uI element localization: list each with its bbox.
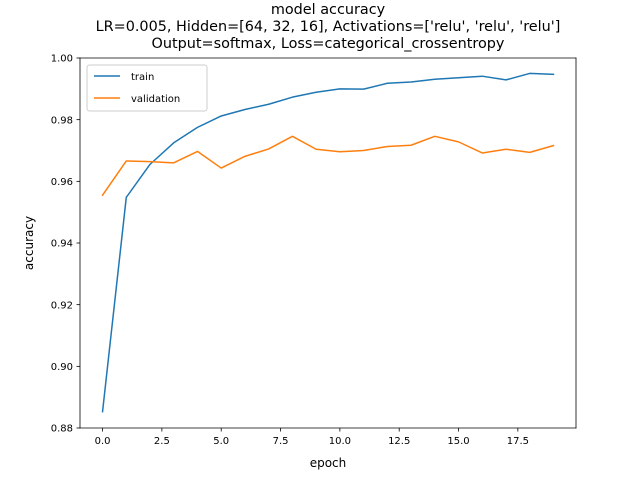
chart-title: model accuracy LR=0.005, Hidden=[64, 32,… <box>96 2 561 52</box>
x-tick-label: 7.5 <box>273 436 289 447</box>
x-tick-label: 17.5 <box>507 436 529 447</box>
x-tick-label: 2.5 <box>154 436 170 447</box>
x-tick-label: 12.5 <box>388 436 410 447</box>
x-axis-ticks: 0.0 2.5 5.0 7.5 10.0 12.5 15.0 17.5 <box>95 428 529 447</box>
y-tick-label: 0.98 <box>51 115 73 126</box>
x-tick-label: 15.0 <box>447 436 469 447</box>
series-layer <box>101 72 555 413</box>
y-axis-label: accuracy <box>22 216 36 270</box>
chart-title-line-3: Output=softmax, Loss=categorical_crossen… <box>152 36 505 52</box>
series-line-validation <box>101 135 555 197</box>
x-tick-label: 5.0 <box>213 436 229 447</box>
chart-title-line-1: model accuracy <box>271 2 386 18</box>
legend-label-train: train <box>131 72 154 83</box>
x-tick-label: 10.0 <box>329 436 351 447</box>
plot-area: 0.0 2.5 5.0 7.5 10.0 12.5 15.0 17.5 0.88 0.90 0.9… <box>51 54 577 447</box>
series-line-train <box>101 72 555 413</box>
y-tick-label: 0.90 <box>51 362 73 373</box>
x-tick-label: 0.0 <box>95 436 111 447</box>
y-tick-label: 0.92 <box>51 300 73 311</box>
legend-label-validation: validation <box>131 94 180 105</box>
legend: train validation <box>86 64 208 112</box>
y-tick-label: 0.96 <box>51 177 73 188</box>
y-tick-label: 1.00 <box>51 54 73 65</box>
y-axis-ticks: 0.88 0.90 0.92 0.94 0.96 0.98 1.00 <box>51 54 80 435</box>
y-tick-label: 0.94 <box>51 239 73 250</box>
chart-title-line-2: LR=0.005, Hidden=[64, 32, 16], Activatio… <box>96 19 561 35</box>
x-axis-label: epoch <box>310 456 347 470</box>
y-tick-label: 0.88 <box>51 424 73 435</box>
plot-background <box>80 58 576 428</box>
